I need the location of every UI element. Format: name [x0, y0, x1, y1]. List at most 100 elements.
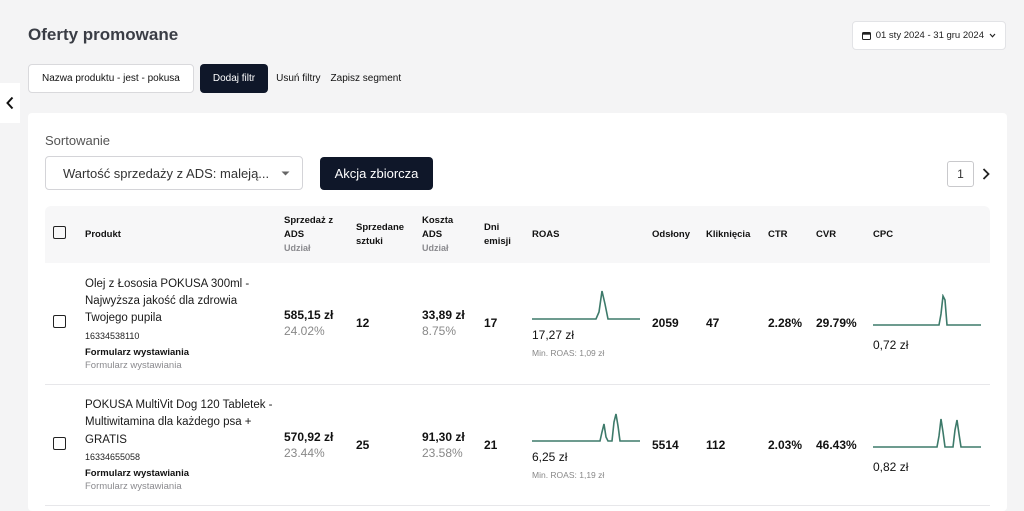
row-checkbox[interactable]	[53, 436, 66, 450]
ctr-value: 2.03%	[764, 384, 812, 506]
table-row[interactable]: Olej z Łososia POKUSA 300ml - Najwyższa …	[45, 263, 990, 385]
cpc-sparkline	[873, 294, 981, 327]
units-sold: 12	[352, 263, 418, 385]
cost-value: 91,30 zł	[422, 429, 465, 444]
select-all-checkbox[interactable]	[53, 225, 66, 239]
header-select-all-cell	[45, 206, 81, 263]
page-title: Oferty promowane	[28, 25, 179, 44]
column-header-clicks[interactable]: Kliknięcia	[702, 206, 764, 263]
cost-share: 23.58%	[422, 445, 463, 460]
header-sales-line2: ADS	[284, 228, 305, 240]
sales-value: 585,15 zł	[284, 308, 334, 323]
row-select-cell	[45, 384, 81, 506]
clicks-value: 112	[702, 384, 764, 506]
header-units-line1: Sprzedane	[356, 221, 405, 233]
cost-cell: 33,89 zł 8.75%	[418, 263, 480, 385]
roas-min: Min. ROAS: 1,19 zł	[532, 469, 605, 480]
listing-form-sublabel: Formularz wystawiania	[85, 359, 182, 371]
header-units-line2: sztuki	[356, 235, 383, 247]
column-header-cost[interactable]: Koszta ADS Udział	[418, 206, 480, 263]
roas-sparkline	[532, 291, 640, 321]
cpc-cell: 0,72 zł	[869, 263, 990, 385]
cvr-value: 29.79%	[812, 263, 869, 385]
header-sales-line1: Sprzedaż z	[284, 215, 334, 227]
row-checkbox[interactable]	[53, 315, 66, 329]
date-range-picker[interactable]: 01 sty 2024 - 31 gru 2024	[851, 21, 1006, 50]
sales-value: 570,92 zł	[284, 429, 334, 444]
chevron-left-icon	[6, 96, 14, 110]
header-cost-line2: ADS	[422, 228, 443, 240]
product-id: 16334538110	[85, 330, 140, 341]
current-page-indicator[interactable]: 1	[947, 161, 974, 187]
column-header-ctr[interactable]: CTR	[764, 206, 812, 263]
bulk-action-button[interactable]: Akcja zbiorcza	[320, 157, 433, 190]
sort-select[interactable]: Wartość sprzedaży z ADS: maleją...	[45, 156, 303, 190]
sales-cell: 585,15 zł 24.02%	[280, 263, 352, 385]
roas-value: 6,25 zł	[532, 449, 568, 464]
cpc-value: 0,72 zł	[873, 338, 909, 353]
chevron-down-icon	[989, 33, 996, 38]
cost-value: 33,89 zł	[422, 308, 465, 323]
header-days-line2: emisji	[484, 235, 511, 247]
cvr-value: 46.43%	[812, 384, 869, 506]
add-filter-button[interactable]: Dodaj filtr	[199, 64, 269, 93]
column-header-units[interactable]: Sprzedane sztuki	[352, 206, 418, 263]
days-active: 17	[480, 263, 528, 385]
ctr-value: 2.28%	[764, 263, 812, 385]
roas-cell: 17,27 zł Min. ROAS: 1,09 zł	[528, 263, 648, 385]
cost-cell: 91,30 zł 23.58%	[418, 384, 480, 506]
column-header-cvr[interactable]: CVR	[812, 206, 869, 263]
offers-panel: Sortowanie Wartość sprzedaży z ADS: male…	[28, 113, 1007, 511]
cpc-cell: 0,82 zł	[869, 384, 990, 506]
sales-cell: 570,92 zł 23.44%	[280, 384, 352, 506]
pagination: 1	[947, 161, 990, 187]
cpc-sparkline	[873, 418, 981, 448]
offers-table: Produkt Sprzedaż z ADS Udział Sprzedane szt…	[45, 206, 990, 506]
cost-share: 8.75%	[422, 324, 457, 339]
listing-form-label: Formularz wystawiania	[85, 467, 190, 479]
table-row[interactable]: POKUSA MultiVit Dog 120 Tabletek - Multi…	[45, 384, 990, 506]
column-header-sales[interactable]: Sprzedaż z ADS Udział	[280, 206, 352, 263]
column-header-views[interactable]: Odsłony	[648, 206, 702, 263]
filter-bar: Nazwa produktu - jest - pokusa Dodaj fil…	[28, 64, 403, 93]
sales-share: 24.02%	[284, 324, 325, 339]
product-cell: POKUSA MultiVit Dog 120 Tabletek - Multi…	[81, 384, 280, 506]
active-filter-chip[interactable]: Nazwa produktu - jest - pokusa	[28, 64, 194, 93]
caret-down-icon	[281, 171, 290, 175]
sales-share: 23.44%	[284, 445, 325, 460]
row-select-cell	[45, 263, 81, 385]
sidebar-collapse-button[interactable]	[0, 83, 20, 123]
roas-value: 17,27 zł	[532, 328, 575, 343]
sort-label: Sortowanie	[45, 133, 111, 148]
header-cost-share: Udział	[422, 242, 449, 253]
clicks-value: 47	[702, 263, 764, 385]
column-header-product[interactable]: Produkt	[81, 206, 280, 263]
cpc-value: 0,82 zł	[873, 459, 909, 474]
listing-form-sublabel: Formularz wystawiania	[85, 480, 182, 492]
column-header-roas[interactable]: ROAS	[528, 206, 648, 263]
product-id: 16334655058	[85, 451, 141, 462]
roas-cell: 6,25 zł Min. ROAS: 1,19 zł	[528, 384, 648, 506]
views-value: 5514	[648, 384, 702, 506]
chevron-right-icon[interactable]	[982, 168, 990, 180]
units-sold: 25	[352, 384, 418, 506]
product-name-link[interactable]: Olej z Łososia POKUSA 300ml - Najwyższa …	[85, 277, 250, 325]
column-header-cpc[interactable]: CPC	[869, 206, 990, 263]
product-cell: Olej z Łososia POKUSA 300ml - Najwyższa …	[81, 263, 280, 385]
product-name-link[interactable]: POKUSA MultiVit Dog 120 Tabletek - Multi…	[85, 399, 273, 446]
remove-filters-button[interactable]: Usuń filtry	[276, 73, 321, 84]
calendar-icon	[861, 32, 871, 40]
table-header-row: Produkt Sprzedaż z ADS Udział Sprzedane szt…	[45, 206, 990, 263]
date-range-label: 01 sty 2024 - 31 gru 2024	[875, 30, 984, 41]
column-header-days[interactable]: Dni emisji	[480, 206, 528, 263]
roas-sparkline	[532, 413, 640, 442]
listing-form-label: Formularz wystawiania	[85, 346, 190, 358]
header-cost-line1: Koszta	[422, 215, 454, 227]
save-segment-button[interactable]: Zapisz segment	[330, 73, 402, 84]
sort-select-value: Wartość sprzedaży z ADS: maleją...	[63, 165, 270, 181]
days-active: 21	[480, 384, 528, 506]
header-sales-share: Udział	[284, 242, 311, 253]
header-days-line1: Dni	[484, 221, 500, 233]
views-value: 2059	[648, 263, 702, 385]
roas-min: Min. ROAS: 1,09 zł	[532, 348, 605, 359]
